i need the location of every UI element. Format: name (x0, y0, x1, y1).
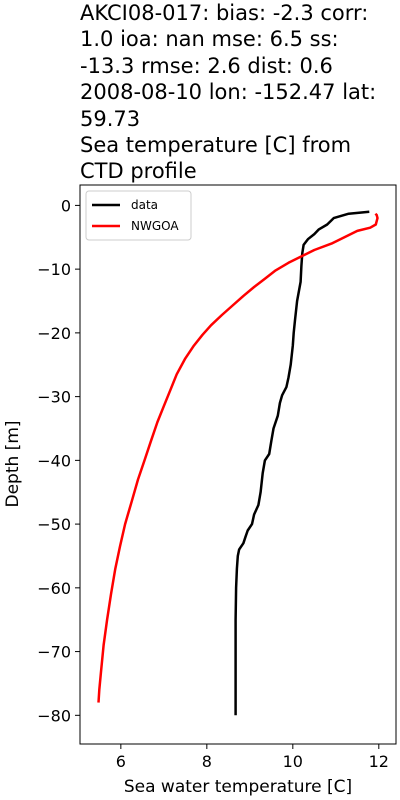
plot-frame (79, 184, 397, 745)
chart-title: AKCI08-017: bias: -2.3 corr: 1.0 ioa: nan… (80, 0, 398, 185)
y-tick-label: −80 (37, 706, 71, 725)
y-axis-ticks: 0 −10 −20 −30 −40 −50 −60 −70 −80 (37, 196, 80, 725)
y-tick-label: −30 (37, 388, 71, 407)
x-axis-ticks: 6 8 10 12 (116, 744, 389, 771)
x-tick-label: 8 (202, 752, 212, 771)
y-tick-label: 0 (61, 196, 71, 215)
chart-title-line: 1.0 ioa: nan mse: 6.5 ss: (80, 27, 339, 52)
x-tick-label: 10 (283, 752, 303, 771)
y-tick-label: −60 (37, 579, 71, 598)
series-line-data (234, 210, 370, 716)
chart-title-line: 59.73 (80, 106, 141, 131)
chart-title-line: AKCI08-017: bias: -2.3 corr: (80, 1, 369, 25)
x-tick-label: 6 (116, 752, 126, 771)
legend-label-nwgoa: NWGOA (131, 219, 179, 233)
series-line-nwgoa (97, 212, 379, 703)
y-tick-label: −70 (37, 643, 71, 662)
chart-title-line: -13.3 rmse: 2.6 dist: 0.6 (80, 53, 333, 78)
chart-title-line: CTD profile (80, 159, 197, 184)
y-axis-label: Depth [m] (3, 420, 23, 507)
y-tick-label: −50 (37, 515, 71, 534)
chart-title-line: 2008-08-10 lon: -152.47 lat: (80, 80, 377, 105)
legend: data NWGOA (85, 190, 192, 241)
chart-title-line: Sea temperature [C] from (80, 133, 352, 158)
y-tick-label: −10 (37, 260, 71, 279)
legend-label-data: data (131, 198, 158, 212)
x-axis-label: Sea water temperature [C] (124, 777, 352, 797)
y-tick-label: −20 (37, 324, 71, 343)
plot-lines (97, 210, 379, 716)
y-tick-label: −40 (37, 451, 71, 470)
legend-box (85, 190, 192, 241)
x-tick-label: 12 (369, 752, 389, 771)
